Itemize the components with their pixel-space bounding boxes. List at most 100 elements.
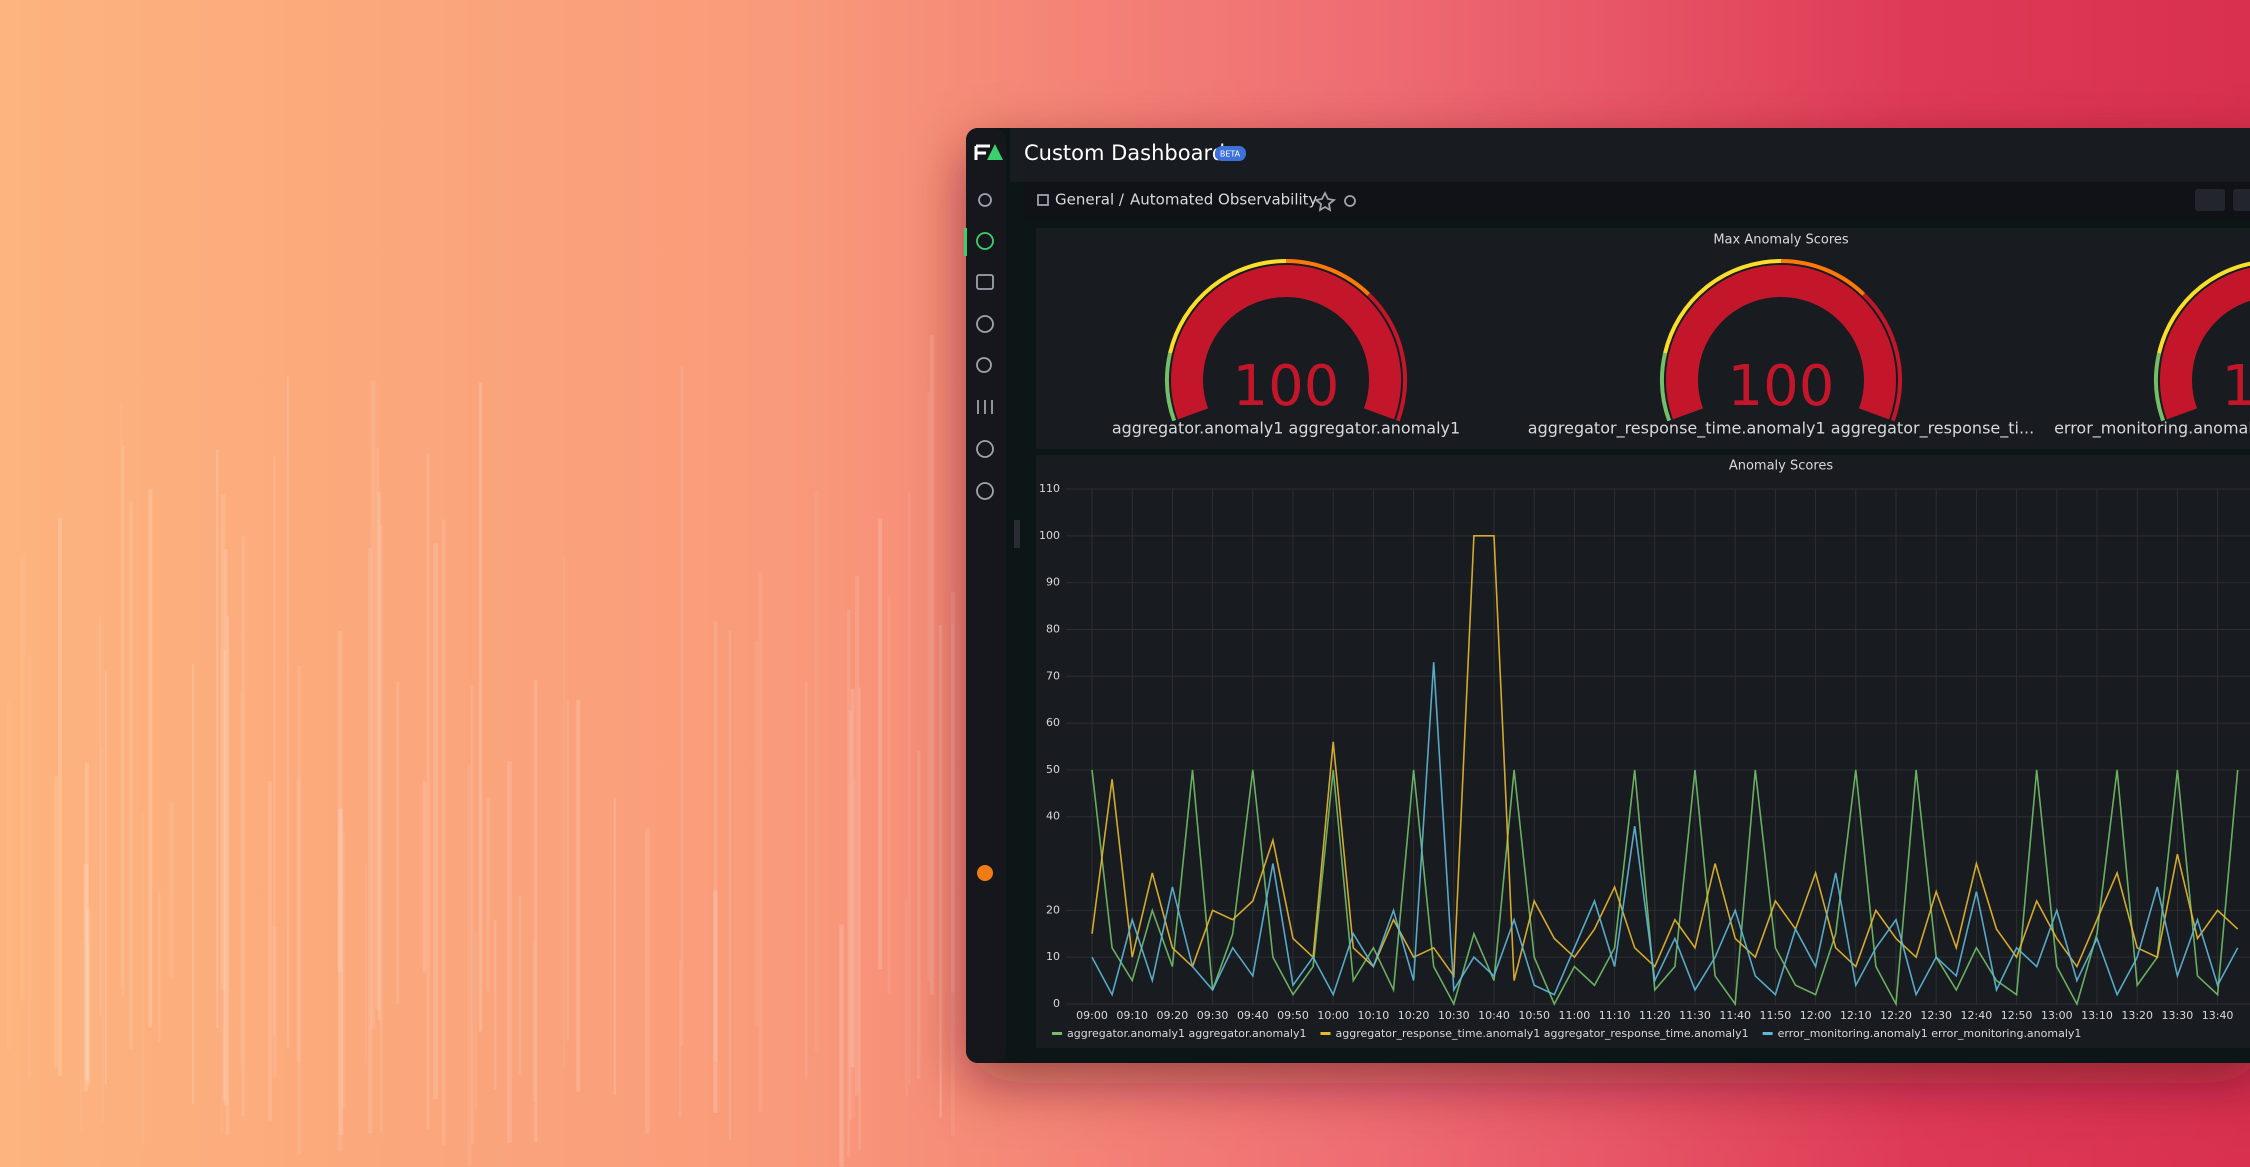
background-stroke xyxy=(713,890,718,1113)
background-stroke xyxy=(950,591,955,993)
y-tick-label: 0 xyxy=(1053,997,1060,1010)
background-stroke xyxy=(486,798,490,992)
background-stroke xyxy=(377,492,381,1020)
nav-icon[interactable] xyxy=(976,440,994,458)
gauge-threshold xyxy=(1165,352,1177,422)
series-line xyxy=(1091,769,2239,1007)
background-stroke xyxy=(754,640,760,1027)
x-tick-label: 13:00 xyxy=(2041,1009,2073,1022)
background-stroke xyxy=(27,655,32,1079)
background-stroke xyxy=(905,897,908,1097)
background-stroke xyxy=(79,942,83,1130)
series-line xyxy=(1091,662,2239,997)
background-stroke xyxy=(478,382,483,1032)
background-stroke xyxy=(148,488,153,1028)
beta-badge xyxy=(1215,146,1246,161)
background-stroke xyxy=(296,779,301,1063)
x-tick-label: 13:40 xyxy=(2202,1009,2234,1022)
active-indicator xyxy=(964,228,967,256)
x-tick-label: 09:40 xyxy=(1237,1009,1269,1022)
x-tick-label: 12:30 xyxy=(1920,1009,1952,1022)
toolbar-button[interactable] xyxy=(2233,189,2250,211)
y-tick-label: 20 xyxy=(1046,903,1060,916)
sidebar-icons[interactable] xyxy=(964,193,994,881)
toolbar-button[interactable] xyxy=(2195,189,2225,211)
y-tick-label: 80 xyxy=(1046,622,1060,635)
nav-icon[interactable] xyxy=(976,274,994,290)
background-stroke xyxy=(241,536,246,1116)
background-stroke xyxy=(887,596,891,995)
background-stroke xyxy=(6,701,11,1050)
legend-label: aggregator.anomaly1 aggregator.anomaly1 xyxy=(1067,1027,1306,1040)
background-stroke xyxy=(240,693,244,1066)
gauge-label: error_monitoring.anomaly1 error_monitori… xyxy=(2054,419,2250,439)
background-stroke xyxy=(442,519,446,1146)
x-tick-label: 12:20 xyxy=(1880,1009,1912,1022)
nav-icon[interactable] xyxy=(976,315,994,333)
x-tick-label: 09:50 xyxy=(1277,1009,1309,1022)
background-stroke xyxy=(855,575,860,1096)
background-stroke xyxy=(368,548,373,1133)
user-avatar[interactable] xyxy=(977,865,993,881)
background-stroke xyxy=(364,863,368,1064)
x-tick-label: 09:10 xyxy=(1116,1009,1148,1022)
background-stroke xyxy=(86,908,91,1085)
background-stroke xyxy=(927,391,931,981)
nav-icon[interactable] xyxy=(976,482,994,500)
chart-panel xyxy=(1036,455,2250,1048)
star-button[interactable] xyxy=(1313,190,1337,212)
background-stroke xyxy=(916,750,921,1080)
background-stroke xyxy=(99,616,102,1016)
gauge-value-arc xyxy=(1666,265,1896,420)
background-stroke xyxy=(337,808,343,1152)
x-tick-label: 11:50 xyxy=(1760,1009,1792,1022)
background-stroke xyxy=(518,895,522,1075)
background-stroke xyxy=(158,891,161,1043)
background-stroke xyxy=(713,621,718,1062)
background-stroke xyxy=(534,680,538,1143)
nav-icon[interactable] xyxy=(977,400,993,414)
x-tick-label: 12:10 xyxy=(1840,1009,1872,1022)
nav-icon[interactable] xyxy=(976,357,992,373)
background-stroke xyxy=(576,699,580,1092)
x-tick-label: 11:10 xyxy=(1599,1009,1631,1022)
resize-handle[interactable] xyxy=(1014,520,1020,548)
background-stroke xyxy=(58,517,62,1076)
y-tick-label: 90 xyxy=(1046,576,1060,589)
background-stroke xyxy=(426,453,430,1130)
background-stroke xyxy=(433,543,439,1100)
background-stroke xyxy=(939,624,943,1118)
nav-icon-active[interactable] xyxy=(976,232,994,250)
background-stroke xyxy=(120,401,123,988)
background-stroke xyxy=(338,808,344,1136)
x-tick-label: 13:10 xyxy=(2081,1009,2113,1022)
background-stroke xyxy=(370,380,376,1029)
background-stroke xyxy=(680,366,684,1046)
background-stroke xyxy=(908,493,911,1085)
background-stroke xyxy=(20,555,25,1001)
background-stroke xyxy=(839,924,844,1167)
panel-title: Max Anomaly Scores xyxy=(1713,233,1849,248)
nav-icon[interactable] xyxy=(978,193,992,207)
background-stroke xyxy=(223,650,226,1101)
share-button[interactable] xyxy=(1344,195,1356,207)
background-stroke xyxy=(220,526,223,1134)
background-stroke xyxy=(878,519,883,970)
background-decor xyxy=(6,335,955,1167)
background-stroke xyxy=(272,926,277,1077)
background-stroke xyxy=(341,831,346,1108)
breadcrumb-dashboard[interactable]: Automated Observability xyxy=(1130,191,1318,209)
background-stroke xyxy=(223,548,229,1106)
background-stroke xyxy=(804,681,808,1080)
background-stroke xyxy=(192,663,195,1105)
breadcrumb-folder[interactable]: General / xyxy=(1055,191,1125,209)
gauge-threshold xyxy=(1780,259,1866,296)
background-stroke xyxy=(532,939,536,1103)
background-stroke xyxy=(507,761,512,1143)
background-stroke xyxy=(728,630,732,1140)
y-tick-label: 70 xyxy=(1046,669,1060,682)
x-tick-label: 10:00 xyxy=(1317,1009,1349,1022)
background-stroke xyxy=(396,681,400,1004)
